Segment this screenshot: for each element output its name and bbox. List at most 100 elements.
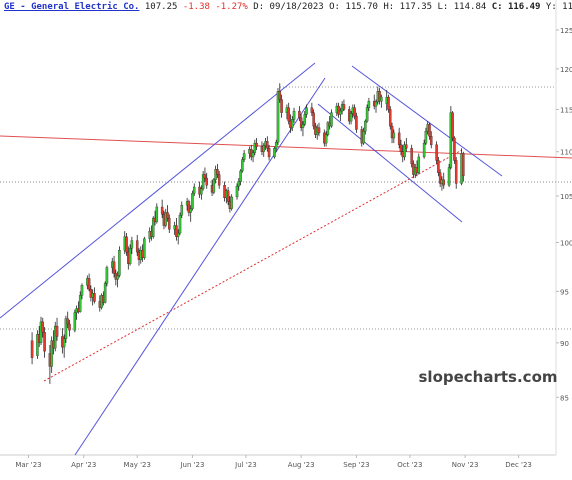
y-tick-label: 125 [560, 27, 572, 35]
candle-body [64, 318, 68, 339]
candle-body [93, 293, 96, 302]
candle-body [73, 312, 77, 331]
candle-body [217, 174, 221, 186]
candle-body [53, 325, 57, 349]
y-tick-label: 115 [560, 106, 572, 114]
candle-body [390, 125, 394, 139]
y-tick-label: 90 [560, 340, 569, 348]
candle-body [87, 278, 91, 290]
candle-body [189, 208, 192, 213]
last-price: 107.25 [144, 2, 178, 12]
x-tick-label: Mar '23 [15, 461, 41, 469]
candle-body [310, 107, 314, 113]
candle-body [103, 283, 107, 303]
candle-body [36, 334, 39, 356]
candle-body [205, 177, 208, 186]
header: GE - General Electric Co. 107.25 -1.38 -… [4, 2, 572, 12]
candle-body [305, 107, 308, 115]
candle-body [422, 142, 426, 158]
close-info: C: 116.49 [491, 2, 541, 12]
candle-body [178, 215, 182, 234]
symbol[interactable]: GE - General Electric Co. [4, 2, 140, 12]
candle-body [324, 134, 328, 144]
candle-body [267, 148, 271, 158]
candle-body [280, 99, 283, 113]
extra-info: Y: 119. [545, 2, 572, 12]
x-tick-label: Jul '23 [234, 461, 257, 469]
candle-body [317, 127, 321, 134]
candle-body [78, 295, 82, 312]
candle-body [212, 179, 216, 193]
candle-body [449, 112, 453, 168]
x-tick-label: Nov '23 [452, 461, 479, 469]
candle-body [428, 124, 431, 137]
change-pct: -1.27% [215, 2, 248, 12]
candle-body [266, 141, 269, 149]
candle-body [152, 217, 155, 237]
candle-body [399, 144, 403, 152]
candle-body [62, 338, 66, 348]
candle-body [41, 321, 45, 333]
candle-body [68, 323, 71, 331]
candle-body [442, 179, 445, 186]
candle-body [337, 105, 340, 115]
candle-body [191, 193, 194, 209]
candle-body [378, 91, 381, 102]
candle-body [276, 91, 280, 143]
y-tick-label: 100 [560, 239, 572, 247]
candle-body [192, 186, 196, 194]
x-tick-label: Oct '23 [397, 461, 422, 469]
candle-body [430, 136, 433, 145]
candle-body [362, 131, 365, 144]
candle-body [255, 142, 258, 147]
candle-body [125, 236, 128, 253]
x-tick-label: Aug '23 [288, 461, 315, 469]
candle-body [135, 240, 139, 253]
candle-body [239, 170, 242, 182]
channel-line [351, 65, 503, 177]
candle-body [143, 238, 146, 259]
candle-body [30, 340, 34, 358]
candle-body [392, 132, 396, 139]
candle-body [374, 101, 378, 107]
candle-body [291, 119, 294, 128]
candle-body [462, 153, 465, 176]
candle-body [405, 144, 408, 149]
candle-body [380, 96, 383, 102]
candle-body [278, 91, 282, 100]
candle-body [187, 201, 191, 213]
candle-body [292, 110, 296, 120]
y-tick-label: 105 [560, 193, 572, 201]
y-tick-label: 120 [560, 66, 572, 74]
x-tick-label: Sep '23 [343, 461, 369, 469]
trend-line [43, 149, 463, 382]
candle-body [262, 145, 265, 152]
candle-body [364, 120, 367, 132]
candle-body [367, 101, 371, 108]
candle-body [274, 142, 278, 149]
channel-line [0, 62, 316, 319]
candle-body [273, 148, 276, 158]
watermark: slopecharts.com [419, 368, 558, 386]
candle-body [166, 212, 169, 219]
candle-body [342, 104, 346, 110]
candle-body [116, 275, 119, 280]
candle-body [299, 117, 303, 128]
candle-body [50, 340, 53, 367]
candle-body [339, 110, 342, 115]
candle-body [435, 144, 438, 161]
ohlc-info: D: 09/18/2023 O: 115.70 H: 117.35 L: 114… [253, 2, 487, 12]
candle-body [164, 212, 167, 226]
x-tick-label: Dec '23 [505, 461, 532, 469]
candle-body [438, 172, 442, 184]
y-tick-label: 85 [560, 394, 569, 402]
candle-body [417, 156, 421, 173]
candle-body [451, 112, 454, 139]
candle-body [330, 112, 333, 127]
x-tick-label: Apr '23 [71, 461, 96, 469]
channel-line [317, 103, 463, 223]
candle-body [200, 188, 203, 195]
candle-body [180, 204, 184, 216]
candle-body [287, 107, 290, 122]
